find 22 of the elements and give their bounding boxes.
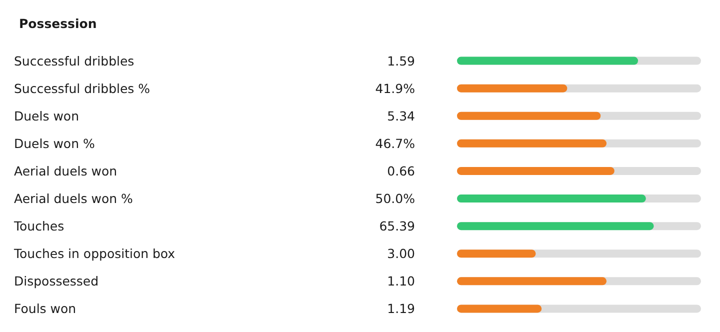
text: 50.0% — [375, 191, 416, 206]
y-tick-label: Aerial duels won — [14, 163, 118, 178]
bar — [457, 250, 536, 258]
text: 1.10 — [387, 274, 416, 289]
y-tick-label: Dispossessed — [14, 274, 99, 289]
text: 46.7% — [375, 136, 416, 151]
y-tick-label: Successful dribbles % — [14, 80, 150, 96]
y-tick-label: Touches — [13, 218, 64, 234]
y-tick-label: Fouls won — [14, 301, 76, 316]
text: 5.34 — [387, 108, 416, 124]
text: Possession — [19, 16, 97, 31]
text: 41.9% — [375, 80, 416, 96]
text: 0.66 — [387, 163, 416, 178]
y-tick-label: Duels won — [14, 108, 79, 124]
y-tick-label: Duels won % — [14, 136, 95, 151]
text: 65.39 — [379, 218, 416, 234]
text: 3.00 — [387, 246, 416, 262]
text: 1.59 — [387, 53, 416, 68]
y-tick-label: Successful dribbles — [14, 53, 134, 68]
y-tick-label: Aerial duels won % — [14, 191, 134, 206]
y-tick-label: Touches in opposition box — [13, 246, 176, 262]
text: 1.19 — [387, 301, 416, 316]
